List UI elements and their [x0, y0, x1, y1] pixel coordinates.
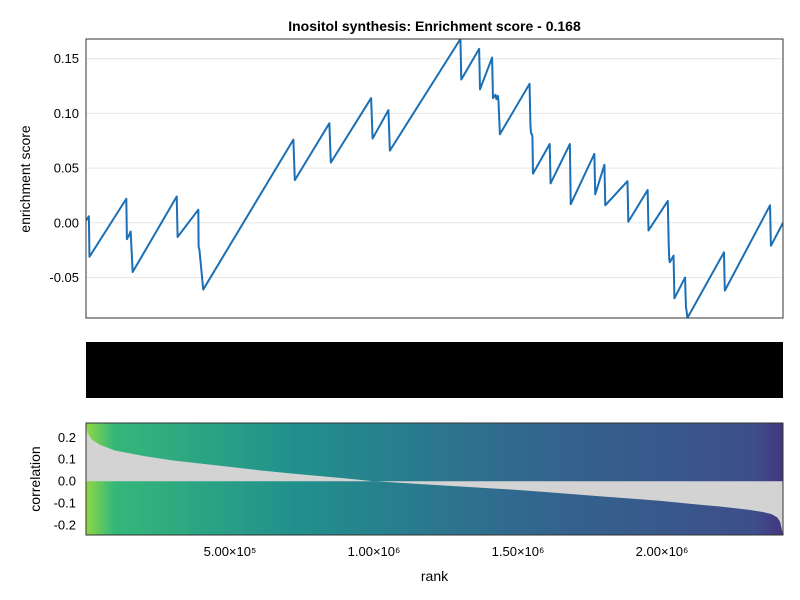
x-tick-label: 1.50×10⁶	[492, 544, 545, 559]
x-tick-label: 5.00×10⁵	[204, 544, 257, 559]
enrichment-frame	[85, 38, 784, 319]
enrichment-y-ticks: -0.05 0.00 0.05 0.10 0.15	[49, 51, 79, 285]
correlation-y-tick-label: 0.1	[58, 452, 76, 467]
x-tick-label: 1.00×10⁶	[348, 544, 401, 559]
correlation-frame	[85, 422, 784, 536]
enrichment-y-tick-label: -0.05	[49, 270, 79, 285]
x-axis-label: rank	[421, 568, 449, 584]
correlation-y-tick-label: 0.0	[58, 474, 76, 489]
enrichment-y-axis-label: enrichment score	[17, 125, 33, 233]
correlation-area	[86, 424, 783, 535]
correlation-y-tick-label: 0.2	[58, 430, 76, 445]
barcode-panel	[86, 342, 783, 398]
enrichment-y-tick-label: 0.10	[54, 106, 79, 121]
correlation-x-ticks: 5.00×10⁵ 1.00×10⁶ 1.50×10⁶ 2.00×10⁶	[204, 544, 689, 559]
x-tick-label: 2.00×10⁶	[636, 544, 689, 559]
enrichment-y-tick-label: 0.15	[54, 51, 79, 66]
enrichment-y-tick-label: 0.00	[54, 215, 79, 230]
correlation-y-ticks: -0.2 -0.1 0.0 0.1 0.2	[54, 430, 76, 533]
enrichment-score-line	[86, 39, 783, 318]
enrichment-score-panel: -0.05 0.00 0.05 0.10 0.15 Inositol synthesis…	[17, 18, 784, 319]
correlation-y-tick-label: -0.2	[54, 518, 76, 533]
correlation-y-tick-label: -0.1	[54, 496, 76, 511]
barcode-band	[86, 342, 783, 398]
correlation-y-axis-label: correlation	[27, 446, 43, 511]
chart-title: Inositol synthesis: Enrichment score - 0…	[288, 18, 581, 34]
correlation-panel: -0.2 -0.1 0.0 0.1 0.2 5.00×10⁵ 1.00×10⁶ 1.50×1…	[27, 422, 784, 584]
enrichment-series	[86, 39, 783, 318]
correlation-series	[86, 424, 783, 535]
enrichment-y-tick-label: 0.05	[54, 161, 79, 176]
